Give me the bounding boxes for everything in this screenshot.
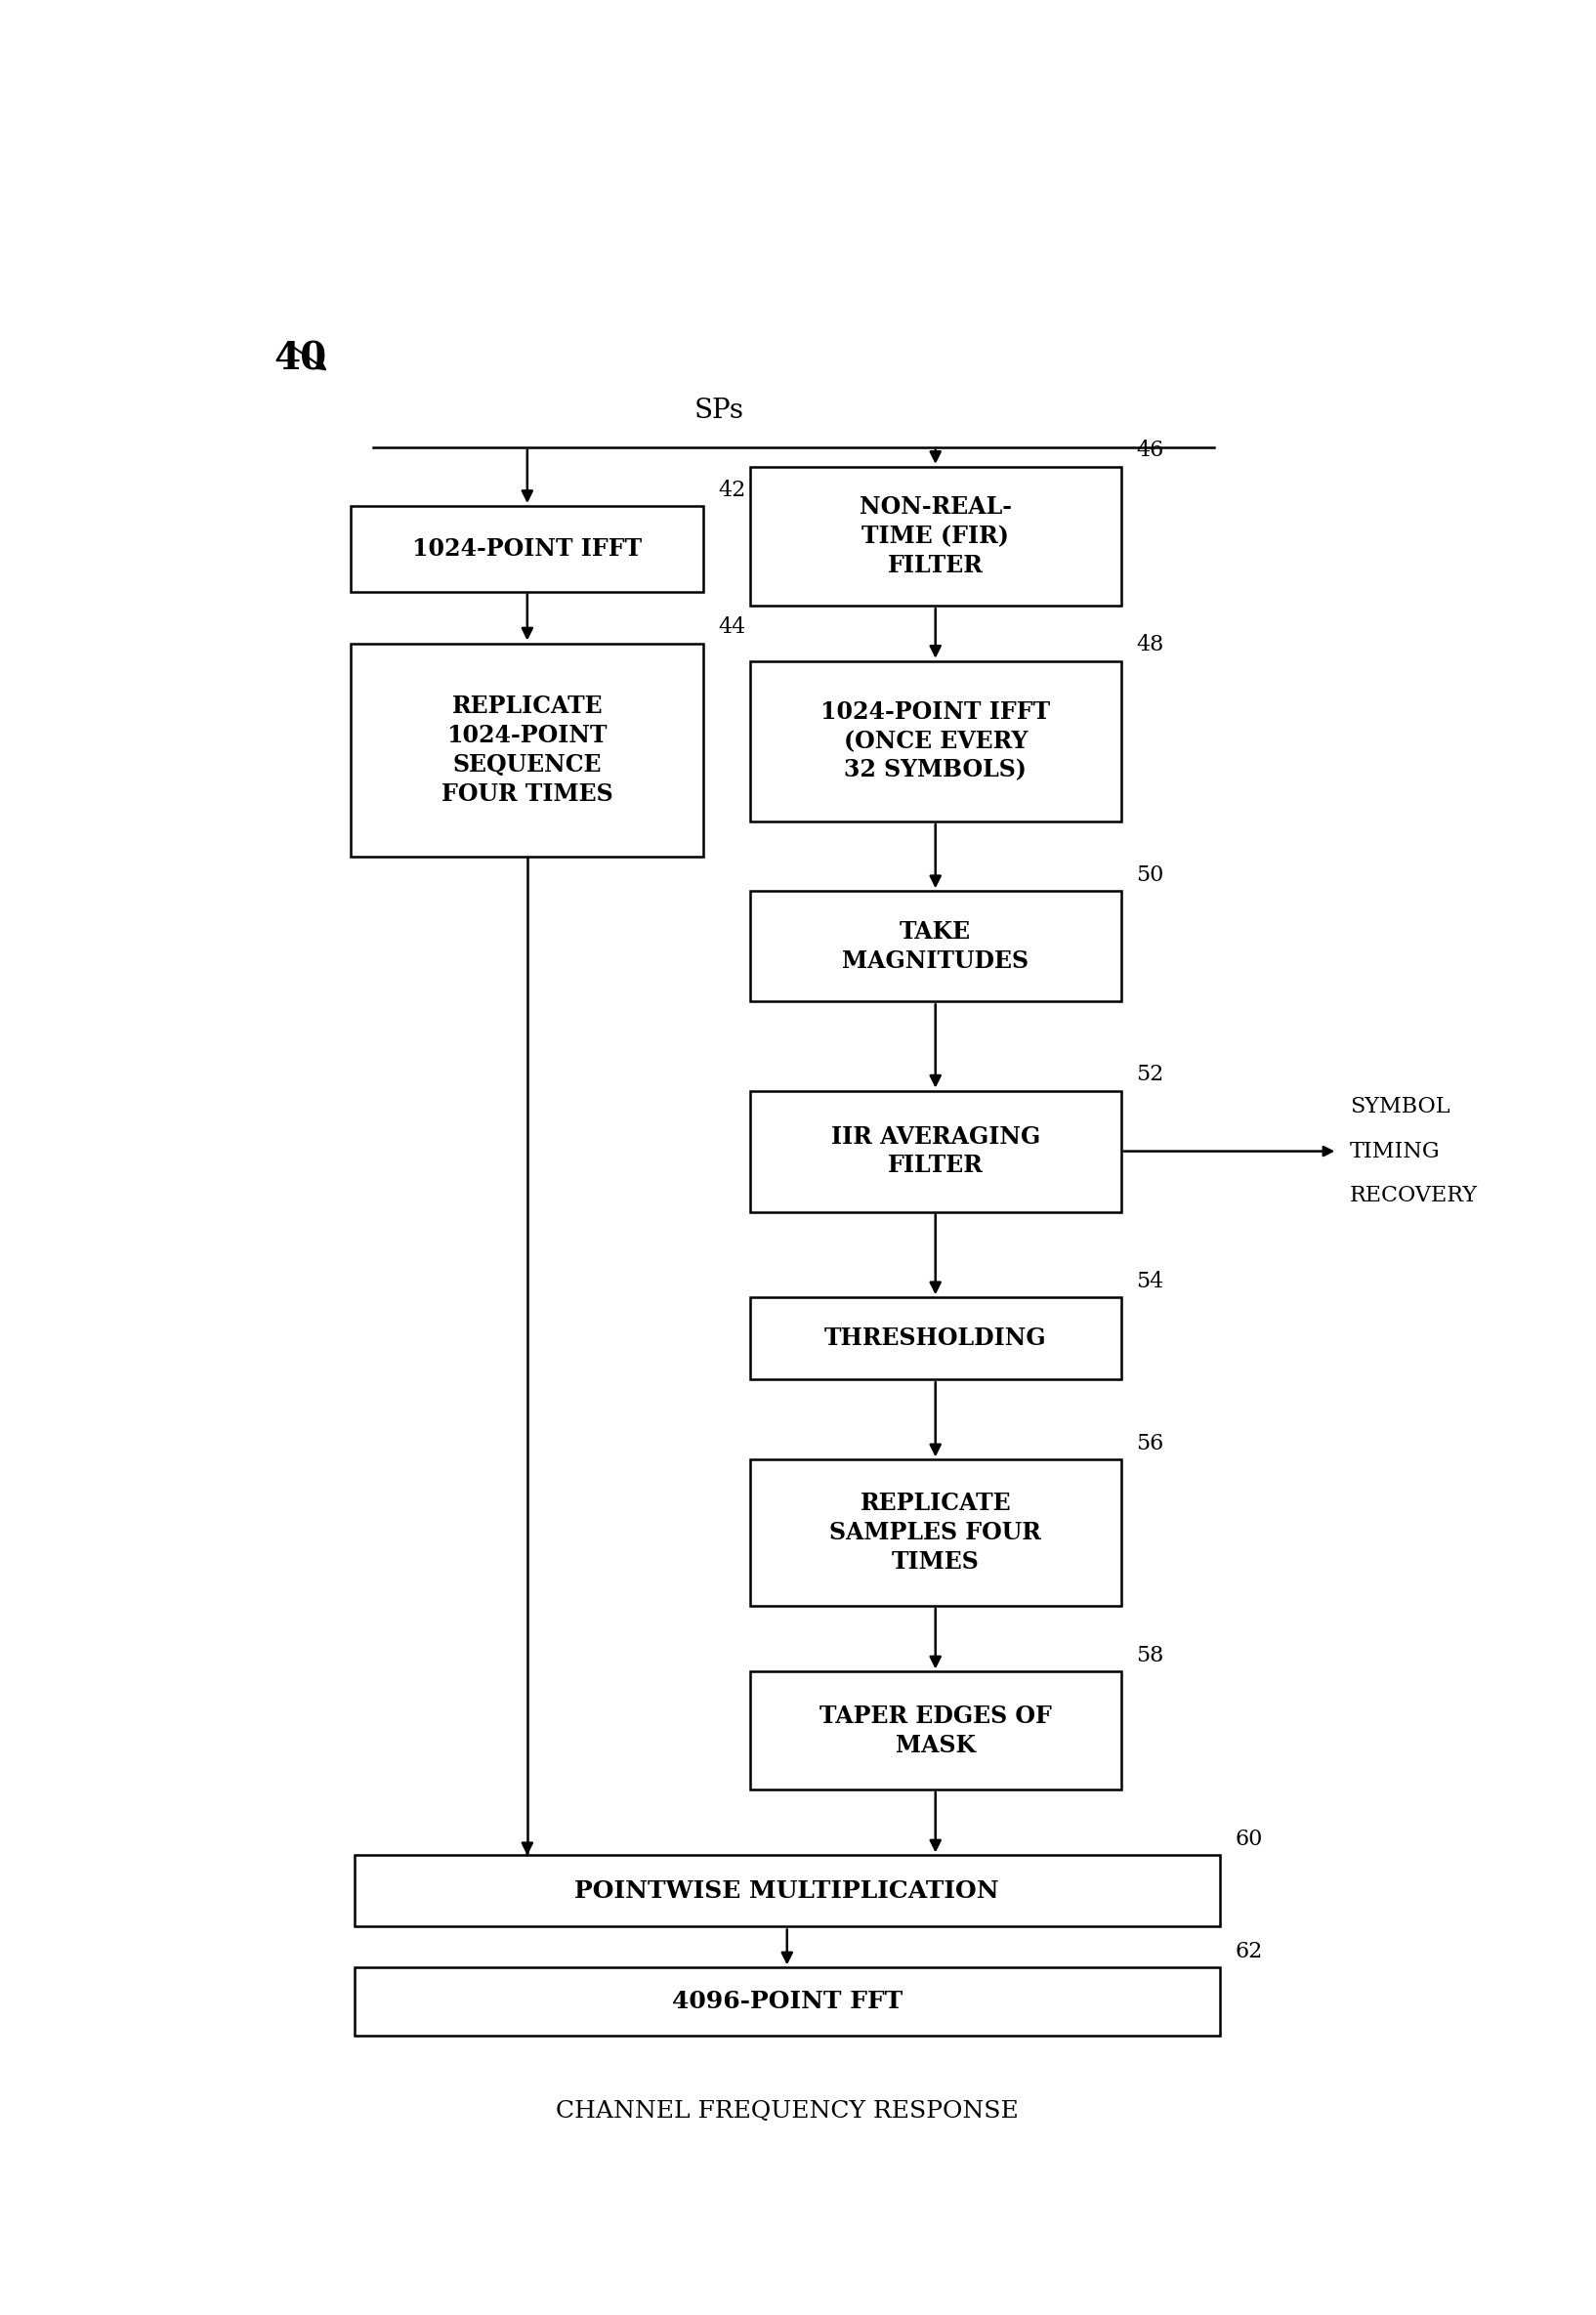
Text: 40: 40 <box>275 340 327 377</box>
Text: TAPER EDGES OF
MASK: TAPER EDGES OF MASK <box>819 1704 1052 1757</box>
Text: 60: 60 <box>1235 1829 1262 1850</box>
Text: REPLICATE
SAMPLES FOUR
TIMES: REPLICATE SAMPLES FOUR TIMES <box>830 1491 1041 1574</box>
Bar <box>750 662 1120 822</box>
Bar <box>750 1671 1120 1789</box>
Text: THRESHOLDING: THRESHOLDING <box>824 1326 1047 1350</box>
Text: 52: 52 <box>1136 1065 1163 1086</box>
Text: 1024-POINT IFFT
(ONCE EVERY
32 SYMBOLS): 1024-POINT IFFT (ONCE EVERY 32 SYMBOLS) <box>820 701 1050 782</box>
Bar <box>750 1090 1120 1211</box>
Text: NON-REAL-
TIME (FIR)
FILTER: NON-REAL- TIME (FIR) FILTER <box>859 495 1012 576</box>
Text: CHANNEL FREQUENCY RESPONSE: CHANNEL FREQUENCY RESPONSE <box>555 2100 1018 2123</box>
Text: 44: 44 <box>718 616 745 639</box>
Bar <box>351 644 704 857</box>
Text: 50: 50 <box>1136 863 1163 887</box>
Bar <box>750 1461 1120 1607</box>
Text: 56: 56 <box>1136 1433 1163 1454</box>
Text: IIR AVERAGING
FILTER: IIR AVERAGING FILTER <box>832 1125 1041 1178</box>
Bar <box>750 1296 1120 1380</box>
Bar <box>354 1968 1219 2035</box>
Bar <box>354 1854 1219 1926</box>
Text: POINTWISE MULTIPLICATION: POINTWISE MULTIPLICATION <box>575 1880 999 1903</box>
Text: 1024-POINT IFFT: 1024-POINT IFFT <box>412 537 642 560</box>
Text: TAKE
MAGNITUDES: TAKE MAGNITUDES <box>843 919 1029 972</box>
Bar <box>750 891 1120 1002</box>
Text: 48: 48 <box>1136 634 1163 655</box>
Text: 46: 46 <box>1136 440 1163 461</box>
Text: 42: 42 <box>718 479 745 500</box>
Text: RECOVERY: RECOVERY <box>1350 1185 1478 1206</box>
Text: 4096-POINT FFT: 4096-POINT FFT <box>672 1991 902 2014</box>
Text: SPs: SPs <box>694 398 744 424</box>
Bar <box>351 507 704 593</box>
Text: REPLICATE
1024-POINT
SEQUENCE
FOUR TIMES: REPLICATE 1024-POINT SEQUENCE FOUR TIMES <box>442 694 613 806</box>
Bar <box>750 468 1120 607</box>
Text: SYMBOL: SYMBOL <box>1350 1095 1449 1118</box>
Text: TIMING: TIMING <box>1350 1141 1440 1162</box>
Text: 58: 58 <box>1136 1646 1163 1667</box>
Text: 54: 54 <box>1136 1271 1163 1292</box>
Text: 62: 62 <box>1235 1940 1262 1963</box>
